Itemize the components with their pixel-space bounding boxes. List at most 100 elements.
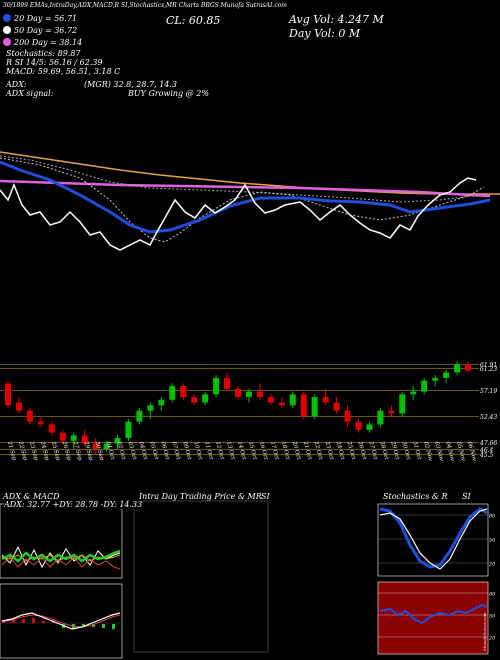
- candle-body: [235, 388, 241, 398]
- intraday-title: Intra Day Trading Price & MR: [139, 492, 262, 501]
- candle-body: [245, 391, 252, 398]
- price-label: 47.66: [479, 440, 497, 447]
- stochastics-d-line: [379, 508, 488, 570]
- rsi-tick-label: 80: [489, 592, 496, 598]
- ema20-swatch: [3, 14, 11, 22]
- date-tick: 06 Oct: [159, 441, 170, 461]
- date-tick: 21 Oct: [302, 440, 313, 461]
- ema-chart: [0, 151, 500, 251]
- rsi-line: [379, 603, 488, 625]
- macd-line: [1, 612, 121, 630]
- day-volume: Day Vol: 0 M: [289, 27, 361, 40]
- price-label: 46.4: [479, 447, 494, 454]
- legend-ema20: 20 Day = 56.71: [3, 14, 77, 24]
- candle-body: [278, 402, 285, 406]
- candle-body: [125, 421, 132, 439]
- candle-body: [322, 397, 329, 403]
- candle-body: [70, 435, 77, 441]
- price-label: 57.19: [480, 388, 497, 395]
- avg-volume: Avg Vol: 4.247 M: [289, 13, 384, 26]
- candle-body: [103, 443, 110, 450]
- ema-dotted-short: [0, 157, 485, 243]
- date-tick: 03 Nov: [433, 441, 444, 463]
- rsi-tick-label: 20: [488, 636, 496, 642]
- date-tick: 22 Sep: [17, 440, 28, 462]
- macd-histogram-bar: [32, 618, 35, 623]
- date-tick: 15 Oct: [247, 441, 258, 461]
- candle-body: [180, 386, 187, 398]
- date-tick: 05 Nov: [455, 441, 466, 463]
- date-tick: 13 Oct: [225, 441, 236, 461]
- plus-di-line: [1, 549, 121, 563]
- candle-body: [388, 410, 395, 414]
- adx-panel: [0, 503, 123, 579]
- stochastics-stat: Stochastics: 89.87: [6, 49, 81, 58]
- intraday-panel: [133, 500, 269, 653]
- date-tick: 31 Oct: [411, 441, 422, 461]
- ema50-swatch: [3, 26, 11, 34]
- candle-body: [410, 391, 417, 395]
- adx-signal-label: ADX signal:: [6, 89, 54, 98]
- date-tick: 21 Sep: [6, 440, 17, 462]
- candle-body: [355, 421, 362, 430]
- candle-body: [59, 432, 66, 441]
- macd-histogram-bar: [42, 621, 45, 623]
- macd-stat: MACD: 59.69, 56.51, 3.18 C: [6, 67, 121, 76]
- date-tick: 30 Oct: [400, 441, 411, 461]
- candle-body: [256, 391, 263, 398]
- price-label: 61.23: [480, 366, 497, 373]
- date-tick: 29 Oct: [389, 440, 400, 461]
- candle-body: [432, 377, 439, 381]
- rsi-tick-label: 50: [489, 614, 496, 620]
- candle-body: [454, 364, 461, 373]
- date-tick: 22 Oct: [312, 440, 323, 461]
- date-tick: 05 Oct: [148, 441, 159, 461]
- adx-panel-values: ADX: 32.77 +DY: 28.78 -DY: 14.33: [4, 500, 143, 509]
- date-tick: 30 Sep: [94, 441, 105, 462]
- candle-body: [15, 402, 22, 411]
- site-watermark: MunafaSutras.com: [482, 612, 487, 652]
- candle-body: [289, 394, 296, 406]
- legend-ema200: 200 Day = 38.14: [3, 38, 82, 48]
- rsi-stat: R SI 14/5: 56.16 / 62.39: [6, 58, 103, 67]
- intraday-si: SI: [261, 492, 270, 501]
- rsi-panel: [377, 581, 489, 655]
- price-label: 61.91: [480, 362, 497, 369]
- candle-body: [147, 405, 154, 411]
- ema20-line: [0, 160, 491, 234]
- date-tick: 01 Oct: [105, 441, 116, 461]
- candle-body: [366, 424, 373, 430]
- candle-body: [421, 380, 428, 392]
- candle-body: [114, 438, 121, 444]
- date-tick: 04 Nov: [444, 441, 455, 463]
- date-tick: 11 Oct: [203, 441, 214, 461]
- ema50-line: [0, 177, 477, 251]
- date-tick: 10 Oct: [192, 441, 203, 461]
- date-tick: 03 Oct: [127, 441, 138, 461]
- date-tick: 16 Oct: [258, 441, 269, 461]
- legend-ema50: 50 Day = 36.72: [3, 26, 77, 36]
- stoch-si: SI: [462, 492, 471, 501]
- candle-body: [202, 394, 209, 403]
- candle-body: [92, 443, 99, 450]
- candle-body: [311, 397, 318, 417]
- date-axis: 21 Sep 22 Sep 23 Sep 24 Sep 25 Sep 26 Sep 27 S…: [6, 440, 477, 463]
- macd-histogram-bar: [82, 624, 85, 626]
- date-tick: 23 Oct: [323, 440, 334, 461]
- ema50-label: 50 Day = 36.72: [14, 26, 78, 35]
- candle-body: [37, 421, 44, 425]
- macd-panel: [0, 583, 123, 659]
- ema-dotted-long: [0, 155, 481, 203]
- macd-histogram-bar: [22, 619, 25, 623]
- date-tick: 28 Oct: [378, 440, 389, 461]
- date-tick: 24 Sep: [39, 440, 50, 462]
- date-tick: 12 Oct: [214, 441, 225, 461]
- ema-orange-line: [0, 151, 500, 195]
- price-label: 45.5: [479, 452, 494, 459]
- macd-signal-line: [1, 614, 121, 628]
- date-tick: 02 Oct: [116, 441, 127, 461]
- ema200-label: 200 Day = 38.14: [14, 38, 83, 47]
